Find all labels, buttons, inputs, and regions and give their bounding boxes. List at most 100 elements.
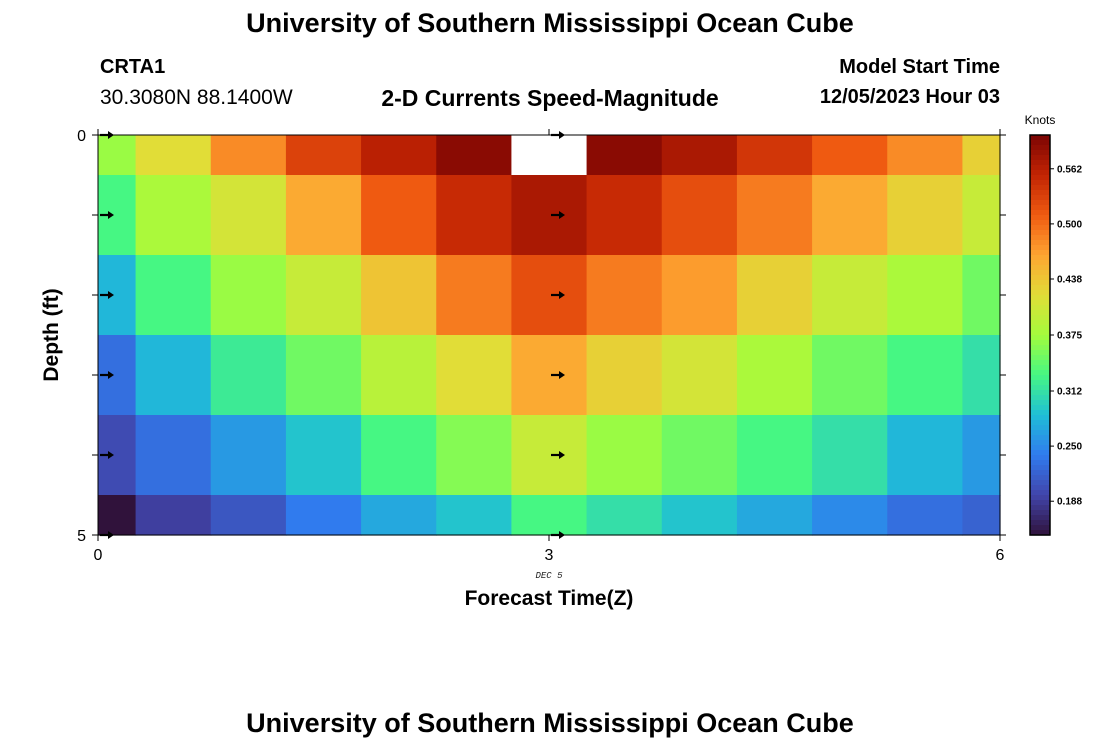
colorbar-segment (1030, 470, 1050, 476)
heatmap-cell (361, 255, 437, 336)
colorbar-segment (1030, 420, 1050, 426)
heatmap-cell (812, 495, 888, 536)
model-start-label: Model Start Time (839, 56, 1000, 78)
heatmap-cell (511, 415, 588, 496)
colorbar-segment (1030, 345, 1050, 351)
current-arrow (100, 371, 114, 379)
heatmap-cell (511, 175, 588, 256)
heatmap-cell (812, 255, 888, 336)
heatmap-cell (661, 175, 738, 256)
heatmap-cell (962, 255, 1001, 336)
axis-ticks: 0 3 605 (77, 128, 1006, 564)
station-coordinates: 30.3080N 88.1400W (100, 86, 293, 109)
heatmap-cell (98, 495, 137, 536)
heatmap-cell (586, 135, 663, 176)
colorbar-segment (1030, 360, 1050, 366)
heatmap-cell (887, 175, 964, 256)
current-arrow-head (559, 291, 565, 299)
colorbar-segment (1030, 335, 1050, 341)
colorbar-segment (1030, 415, 1050, 421)
colorbar-segment (1030, 440, 1050, 446)
colorbar-segment (1030, 275, 1050, 281)
heatmap-cell (436, 255, 513, 336)
heatmap-cell (586, 415, 663, 496)
heatmap-cell (962, 175, 1001, 256)
footer-title: University of Southern Mississippi Ocean… (246, 708, 854, 738)
colorbar-segment (1030, 285, 1050, 291)
heatmap-cell (361, 135, 437, 176)
colorbar-segment (1030, 145, 1050, 151)
heatmap-cell (661, 335, 738, 416)
heatmap-cell (661, 255, 738, 336)
colorbar-tick-label: 0.500 (1057, 219, 1082, 230)
colorbar-tick-label: 0.438 (1057, 275, 1082, 286)
colorbar-segment (1030, 530, 1050, 536)
colorbar-segment (1030, 230, 1050, 236)
heatmap-cell (436, 135, 513, 176)
colorbar-segment (1030, 410, 1050, 416)
heatmap-cell (361, 415, 437, 496)
heatmap-cell (887, 135, 964, 176)
colorbar-segment (1030, 365, 1050, 371)
heatmap-cell (812, 415, 888, 496)
colorbar-tick-label: 0.250 (1057, 442, 1082, 453)
heatmap-cell (887, 335, 964, 416)
heatmap-cell (436, 495, 513, 536)
colorbar-segment (1030, 330, 1050, 336)
current-arrow-head (108, 211, 114, 219)
colorbar-segment (1030, 510, 1050, 516)
chart-subtitle: 2-D Currents Speed-Magnitude (381, 85, 719, 111)
heatmap-cell (285, 495, 362, 536)
heatmap-cell (210, 255, 287, 336)
colorbar-segment (1030, 245, 1050, 251)
colorbar-segment (1030, 525, 1050, 531)
heatmap-cell (285, 175, 362, 256)
heatmap-cell (887, 255, 964, 336)
heatmap-cell (210, 135, 287, 176)
colorbar-segment (1030, 280, 1050, 286)
current-arrow-head (108, 371, 114, 379)
current-arrow-head (559, 451, 565, 459)
heatmap-cell (586, 495, 663, 536)
colorbar-segment (1030, 170, 1050, 176)
colorbar-tick-label: 0.375 (1057, 331, 1082, 342)
colorbar-segment (1030, 500, 1050, 506)
heatmap-cell (361, 495, 437, 536)
heatmap-cell (210, 415, 287, 496)
colorbar-segment (1030, 460, 1050, 466)
heatmap-cell (812, 335, 888, 416)
colorbar-tick-label: 0.562 (1057, 164, 1082, 175)
heatmap-cell (736, 255, 813, 336)
colorbar-tick-label: 0.312 (1057, 387, 1082, 398)
colorbar-segment (1030, 205, 1050, 211)
x-tick-label: 0 (94, 547, 103, 564)
heatmap-cell (736, 135, 813, 176)
colorbar-segment (1030, 430, 1050, 436)
colorbar-segment (1030, 480, 1050, 486)
heatmap-cells (98, 135, 1001, 536)
heatmap-cell (436, 415, 513, 496)
colorbar-segment (1030, 195, 1050, 201)
colorbar-segment (1030, 180, 1050, 186)
current-arrow (551, 451, 565, 459)
colorbar-segment (1030, 475, 1050, 481)
heatmap-cell (135, 495, 212, 536)
heatmap-cell (736, 415, 813, 496)
heatmap-cell (887, 495, 964, 536)
colorbar-segment (1030, 140, 1050, 146)
colorbar-segment (1030, 155, 1050, 161)
heatmap-cell (285, 135, 362, 176)
heatmap-cell (135, 175, 212, 256)
colorbar-segment (1030, 210, 1050, 216)
heatmap-cell (586, 335, 663, 416)
colorbar-segment (1030, 505, 1050, 511)
x-axis-label: Forecast Time(Z) (465, 587, 634, 610)
heatmap-cell (135, 255, 212, 336)
colorbar-segment (1030, 495, 1050, 501)
x-tick-label: 3 (545, 547, 554, 564)
heatmap-cell (436, 335, 513, 416)
heatmap-cell (361, 335, 437, 416)
current-arrow (100, 211, 114, 219)
heatmap-cell (511, 495, 588, 536)
